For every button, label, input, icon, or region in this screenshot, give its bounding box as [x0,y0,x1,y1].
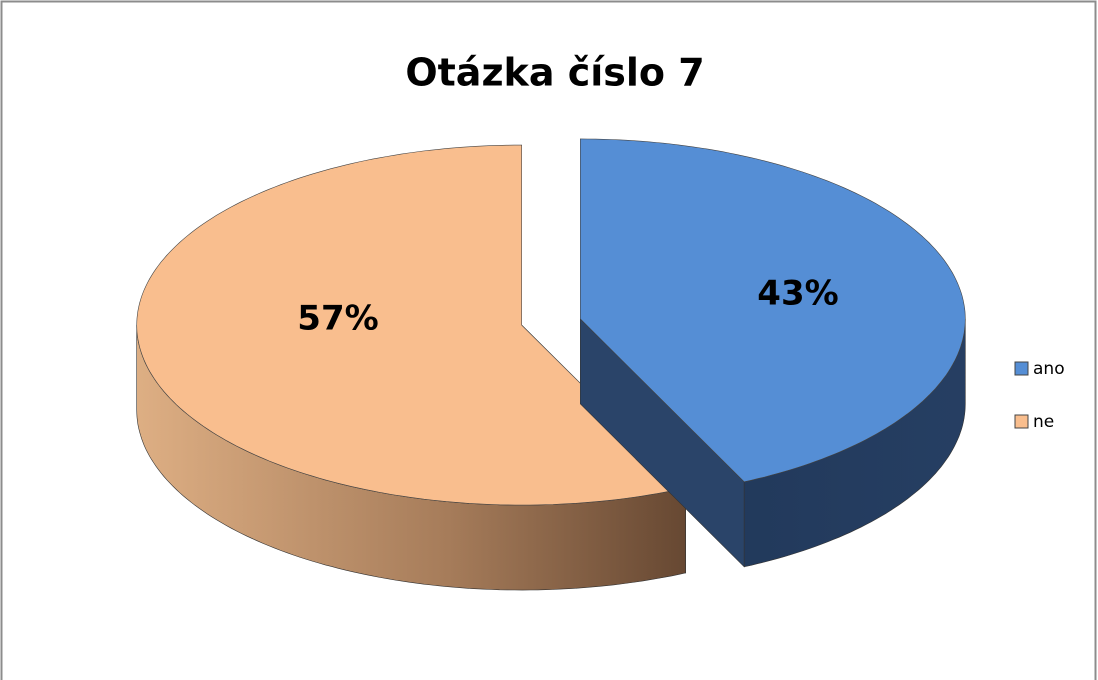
legend-label: ne [1033,412,1054,432]
data-label: 43% [757,274,838,314]
data-label: 57% [297,299,378,339]
slice [136,144,687,506]
chart-title: Otázka číslo 7 [405,51,704,95]
legend-swatch [1014,414,1029,429]
legend-label: ano [1033,359,1065,379]
legend-swatch [1014,361,1029,376]
slice [580,138,966,483]
